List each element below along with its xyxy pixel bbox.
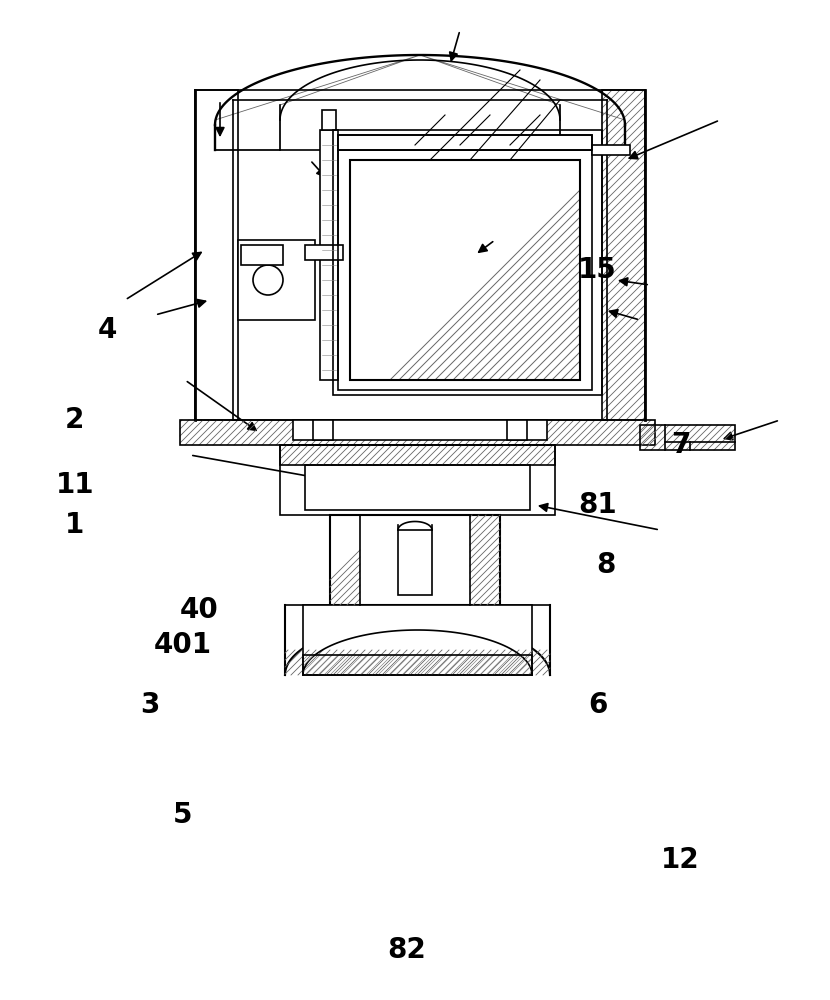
Polygon shape xyxy=(305,465,530,510)
Polygon shape xyxy=(320,130,338,380)
Text: 2: 2 xyxy=(65,406,85,434)
Polygon shape xyxy=(322,110,336,130)
Text: 12: 12 xyxy=(662,846,700,874)
Text: 8: 8 xyxy=(596,551,616,579)
Text: 81: 81 xyxy=(579,491,617,519)
Polygon shape xyxy=(330,515,500,605)
PathPatch shape xyxy=(420,55,625,150)
Text: 401: 401 xyxy=(154,631,212,659)
Polygon shape xyxy=(303,605,532,675)
Text: 3: 3 xyxy=(139,691,159,719)
Text: 1: 1 xyxy=(65,511,85,539)
Polygon shape xyxy=(238,240,315,320)
Polygon shape xyxy=(592,145,630,155)
Polygon shape xyxy=(280,445,555,515)
Text: 6: 6 xyxy=(588,691,608,719)
Text: 7: 7 xyxy=(671,431,691,459)
Text: 11: 11 xyxy=(56,471,94,499)
PathPatch shape xyxy=(215,55,420,150)
Polygon shape xyxy=(313,420,333,440)
Polygon shape xyxy=(338,135,592,150)
Text: 5: 5 xyxy=(173,801,193,829)
Polygon shape xyxy=(293,420,547,440)
Text: 40: 40 xyxy=(180,596,218,624)
Text: 82: 82 xyxy=(388,936,426,964)
Polygon shape xyxy=(305,245,343,260)
Polygon shape xyxy=(507,420,527,440)
Polygon shape xyxy=(241,245,283,265)
Polygon shape xyxy=(398,530,432,595)
Text: 15: 15 xyxy=(579,256,617,284)
Text: 4: 4 xyxy=(98,316,118,344)
